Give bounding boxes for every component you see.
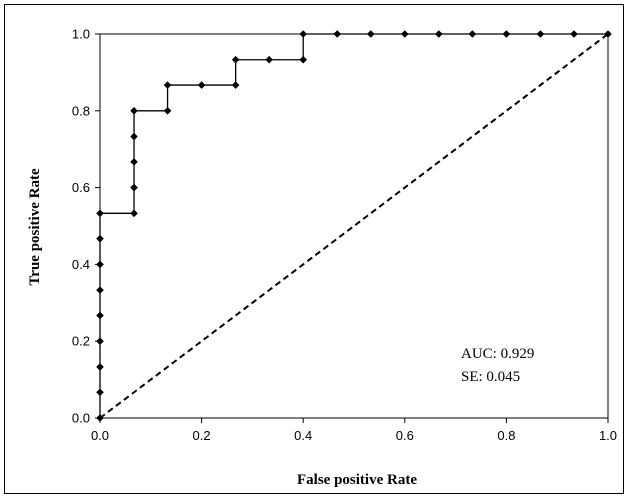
roc-point-marker [231, 81, 240, 89]
chart-frame [4, 4, 624, 494]
roc-point-marker [435, 30, 443, 38]
roc-point-marker [333, 30, 342, 38]
y-tick-label: 0.4 [72, 257, 90, 272]
roc-point-marker [130, 183, 138, 192]
roc-point-marker [96, 414, 104, 422]
roc-point-marker [265, 55, 273, 64]
roc-point-marker [163, 107, 172, 115]
auc-annotation: AUC: 0.929 [461, 346, 534, 362]
x-tick-label: 0.4 [294, 428, 312, 443]
roc-point-marker [502, 30, 511, 38]
roc-point-marker [130, 209, 138, 218]
roc-point-marker [130, 132, 138, 141]
roc-point-marker [96, 209, 104, 218]
x-tick-label: 0.8 [497, 428, 515, 443]
roc-point-marker [96, 286, 104, 294]
roc-point-marker [130, 107, 138, 115]
y-tick-label: 0.8 [72, 103, 90, 118]
roc-point-marker [604, 30, 612, 38]
se-annotation: SE: 0.045 [461, 369, 520, 385]
reference-diagonal-line [99, 33, 609, 419]
roc-point-marker [366, 30, 375, 38]
roc-point-marker [401, 30, 409, 38]
plot-layer: 0.00.0 0.2 0.2 0.4 0.4 0.6 0.6 0.8 0.8 1.0 1.0 [72, 27, 617, 444]
roc-point-marker [197, 81, 206, 89]
x-axis-label: False positive Rate [297, 472, 417, 488]
roc-point-marker [299, 55, 307, 64]
roc-point-marker [536, 30, 545, 38]
roc-point-marker [96, 260, 104, 269]
x-tick-label: 0.6 [396, 428, 414, 443]
y-tick-label: 0.6 [72, 180, 90, 195]
x-tick-label: 1.0 [599, 428, 617, 443]
x-tick-label: 0.2 [193, 428, 211, 443]
roc-point-marker [570, 30, 578, 38]
roc-point-marker [130, 158, 138, 166]
roc-point-marker [163, 81, 172, 89]
x-tick-label: 0.0 [91, 428, 109, 443]
roc-point-marker [96, 337, 104, 345]
roc-point-marker [299, 30, 307, 38]
roc-point-marker [96, 388, 104, 397]
roc-point-marker [231, 55, 240, 64]
roc-point-marker [468, 30, 477, 38]
roc-point-marker [96, 363, 104, 371]
y-tick-label: 1.0 [72, 27, 90, 42]
y-tick-label: 0.0 [72, 411, 90, 426]
roc-point-marker [96, 234, 104, 243]
y-axis-label: True positive Rate [27, 168, 43, 286]
roc-point-marker [96, 311, 104, 320]
y-tick-label: 0.2 [72, 334, 90, 349]
